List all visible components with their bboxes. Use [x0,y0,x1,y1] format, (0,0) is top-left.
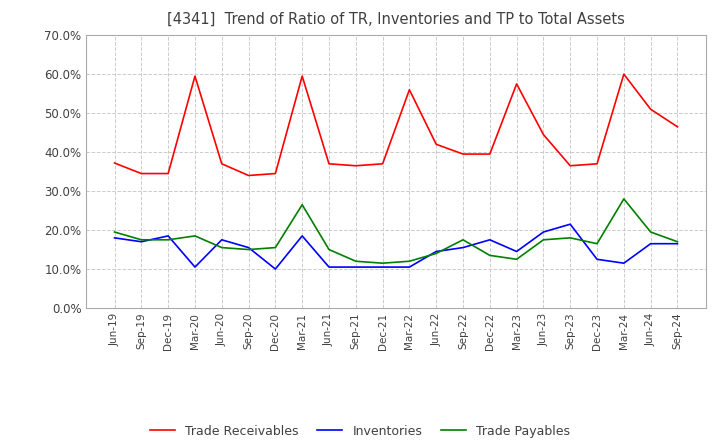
Trade Payables [351,259,360,264]
Trade Receivables [566,163,575,169]
Trade Payables [110,229,119,235]
Trade Payables [432,251,441,256]
Trade Payables [217,245,226,250]
Inventories [432,249,441,254]
Trade Receivables [351,163,360,169]
Trade Receivables [244,173,253,178]
Trade Payables [593,241,601,246]
Trade Payables [137,237,145,242]
Trade Receivables [325,161,333,166]
Inventories [164,233,173,238]
Trade Receivables [405,87,414,92]
Trade Payables [619,196,628,202]
Trade Payables [513,257,521,262]
Trade Payables [378,260,387,266]
Inventories [244,245,253,250]
Trade Receivables [378,161,387,166]
Trade Receivables [137,171,145,176]
Trade Payables [191,233,199,238]
Trade Payables [164,237,173,242]
Inventories [110,235,119,241]
Trade Payables [325,247,333,252]
Inventories [325,264,333,270]
Inventories [217,237,226,242]
Trade Receivables [593,161,601,166]
Inventories [405,264,414,270]
Trade Receivables [485,151,494,157]
Inventories [298,233,307,238]
Line: Inventories: Inventories [114,224,678,269]
Inventories [593,257,601,262]
Trade Payables [647,229,655,235]
Inventories [378,264,387,270]
Legend: Trade Receivables, Inventories, Trade Payables: Trade Receivables, Inventories, Trade Pa… [145,420,575,440]
Title: [4341]  Trend of Ratio of TR, Inventories and TP to Total Assets: [4341] Trend of Ratio of TR, Inventories… [167,12,625,27]
Trade Payables [271,245,279,250]
Inventories [191,264,199,270]
Trade Receivables [110,161,119,166]
Trade Payables [566,235,575,241]
Inventories [647,241,655,246]
Trade Payables [539,237,548,242]
Trade Receivables [191,73,199,79]
Trade Receivables [619,72,628,77]
Trade Payables [485,253,494,258]
Inventories [271,266,279,271]
Trade Receivables [539,132,548,137]
Trade Receivables [164,171,173,176]
Inventories [619,260,628,266]
Trade Receivables [513,81,521,87]
Trade Receivables [432,142,441,147]
Trade Receivables [217,161,226,166]
Trade Receivables [271,171,279,176]
Trade Receivables [298,73,307,79]
Inventories [351,264,360,270]
Trade Receivables [647,106,655,112]
Trade Payables [244,247,253,252]
Trade Payables [673,239,682,244]
Inventories [566,222,575,227]
Inventories [513,249,521,254]
Inventories [485,237,494,242]
Inventories [137,239,145,244]
Trade Payables [459,237,467,242]
Trade Payables [298,202,307,207]
Inventories [539,229,548,235]
Inventories [459,245,467,250]
Trade Payables [405,259,414,264]
Line: Trade Payables: Trade Payables [114,199,678,263]
Trade Receivables [673,124,682,129]
Line: Trade Receivables: Trade Receivables [114,74,678,176]
Trade Receivables [459,151,467,157]
Inventories [673,241,682,246]
